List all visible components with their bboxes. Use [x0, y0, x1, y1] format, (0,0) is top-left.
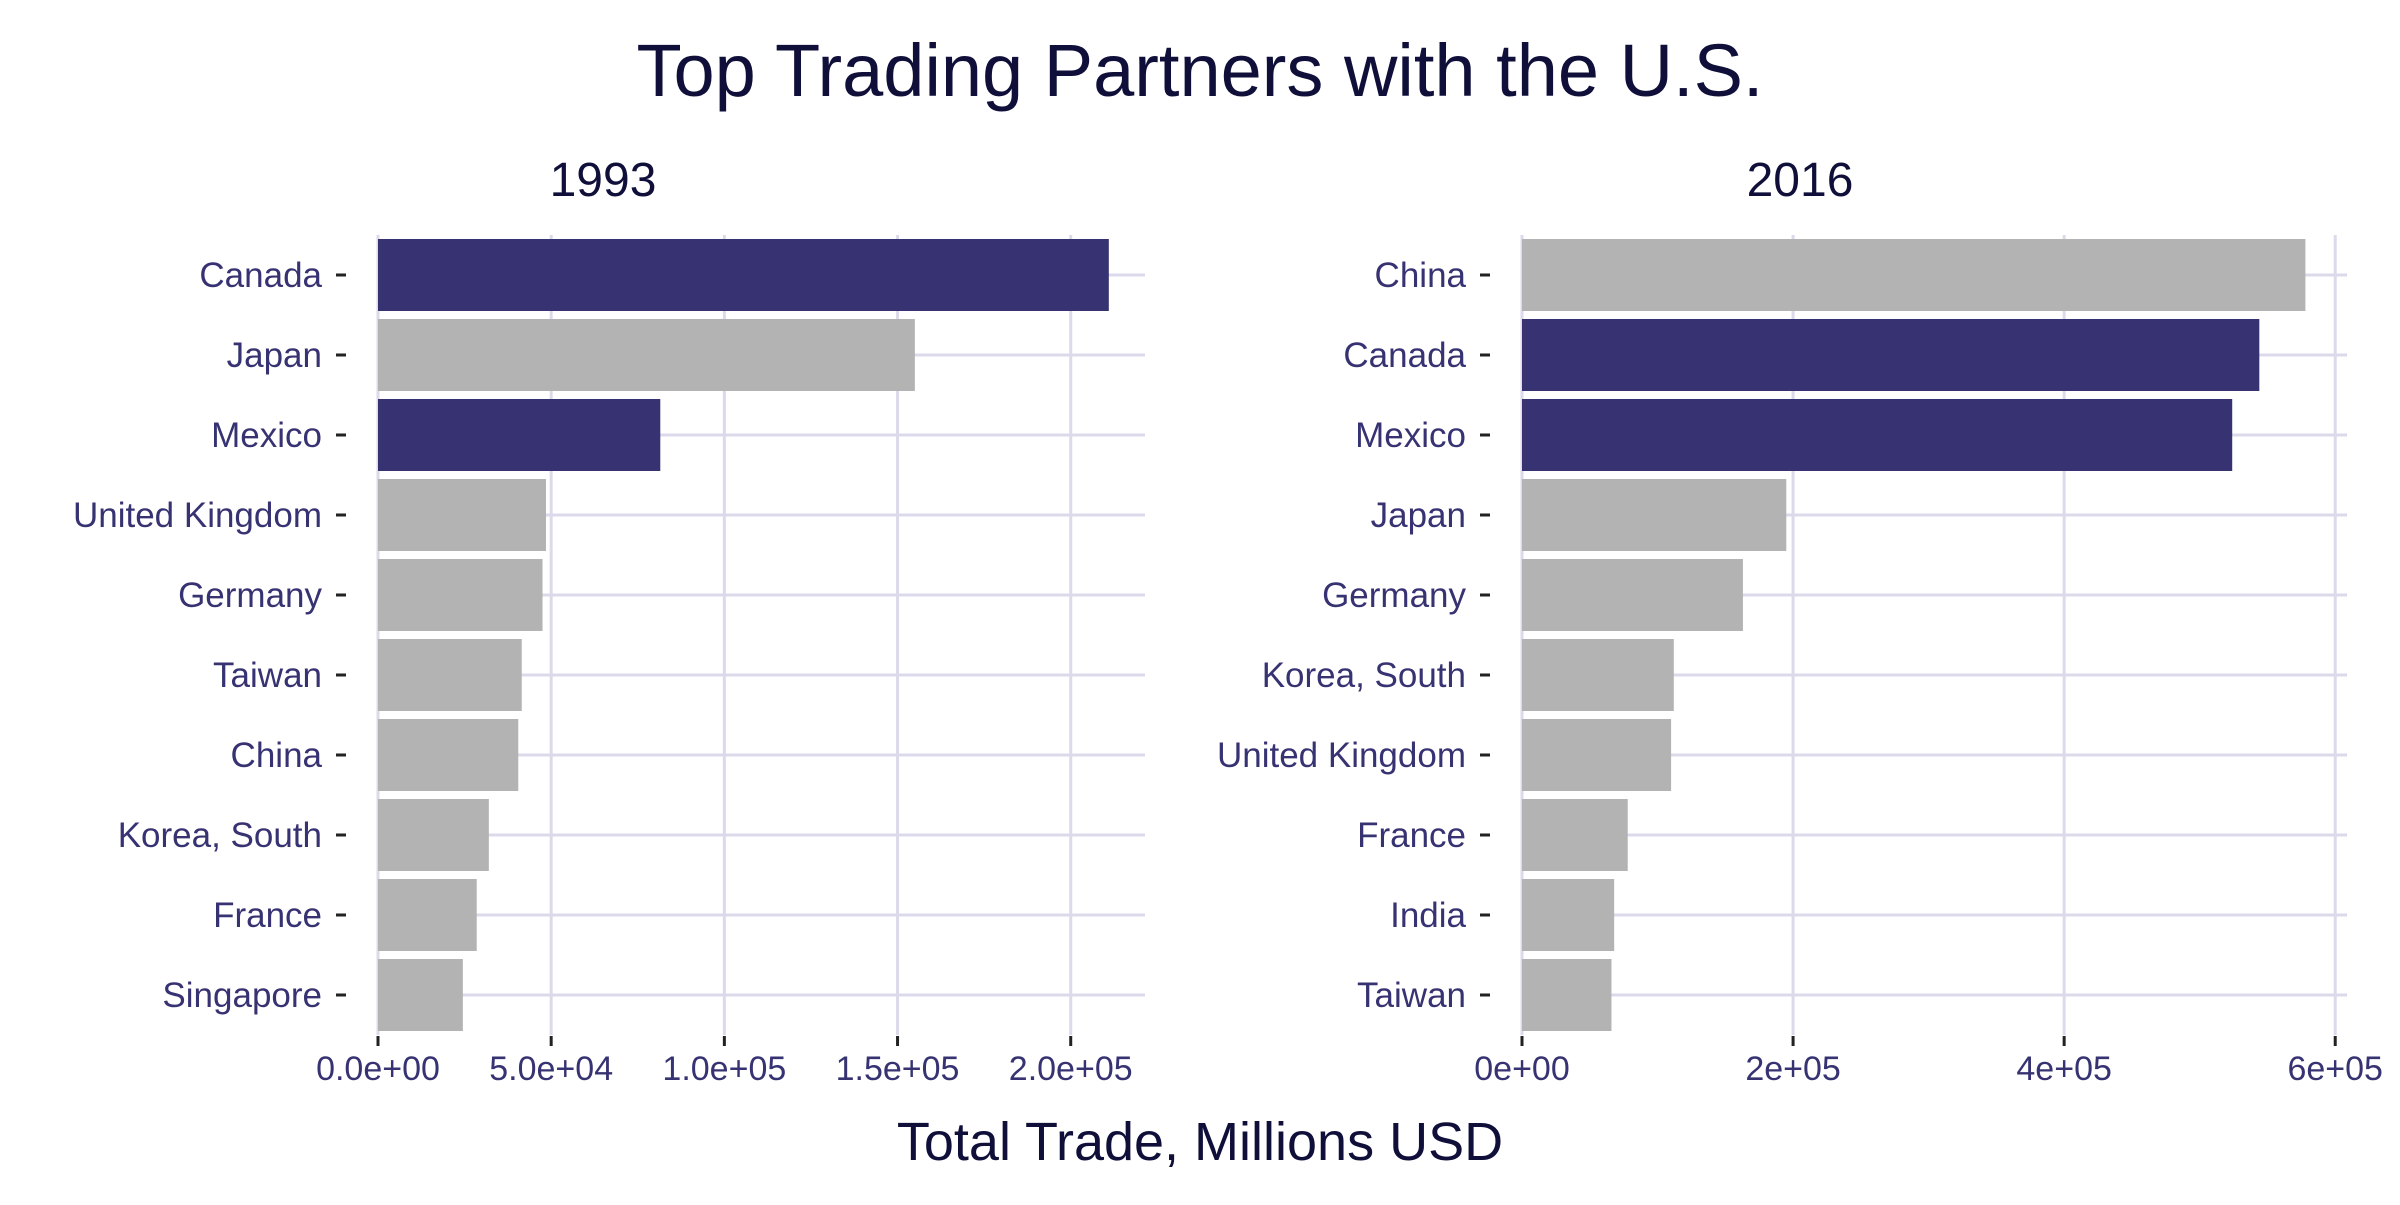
y-tick-label: Mexico	[1355, 416, 1466, 455]
bar	[1522, 879, 1615, 951]
y-tick-label: Taiwan	[213, 656, 322, 695]
y-tick-label: Canada	[1343, 336, 1466, 375]
y-tick-label: China	[231, 736, 323, 775]
y-tick-label: United Kingdom	[73, 496, 322, 535]
bar	[378, 959, 463, 1031]
y-tick-label: Korea, South	[1262, 656, 1466, 695]
x-tick-label: 1.0e+05	[662, 1050, 786, 1088]
x-tick-label: 0.0e+00	[316, 1050, 440, 1088]
bar	[378, 479, 546, 551]
bar	[1522, 799, 1628, 871]
panel-0: 1993 Canada Japan Mexico United Kingdom Germa…	[73, 154, 1145, 1088]
bar	[378, 879, 477, 951]
y-tick-label: India	[1390, 896, 1466, 935]
y-tick-label: Singapore	[162, 976, 322, 1015]
panel-title: 1993	[550, 154, 657, 207]
bar	[378, 799, 489, 871]
bar	[378, 719, 519, 791]
y-tick-label: United Kingdom	[1217, 736, 1466, 775]
x-tick-label: 0e+00	[1474, 1050, 1570, 1088]
y-tick-label: Germany	[178, 576, 322, 615]
y-tick-label: Korea, South	[118, 816, 322, 855]
y-tick-label: France	[213, 896, 322, 935]
bar	[1522, 479, 1787, 551]
x-tick-label: 1.5e+05	[836, 1050, 960, 1088]
bar	[1522, 639, 1674, 711]
x-axis-label: Total Trade, Millions USD	[897, 1112, 1503, 1172]
bar	[378, 319, 915, 391]
x-tick-label: 2.0e+05	[1009, 1050, 1133, 1088]
y-tick-label: Germany	[1322, 576, 1466, 615]
y-tick-label: Mexico	[211, 416, 322, 455]
bar	[1522, 719, 1672, 791]
y-tick-label: France	[1357, 816, 1466, 855]
y-tick-label: Japan	[1371, 496, 1466, 535]
bar	[1522, 559, 1743, 631]
x-tick-label: 5.0e+04	[489, 1050, 613, 1088]
y-tick-label: China	[1375, 256, 1467, 295]
bar	[1522, 239, 2306, 311]
bar	[378, 239, 1109, 311]
bar	[378, 559, 543, 631]
chart-title: Top Trading Partners with the U.S.	[637, 29, 1764, 112]
bar	[1522, 319, 2260, 391]
bar	[378, 639, 522, 711]
x-tick-label: 2e+05	[1745, 1050, 1841, 1088]
bar	[1522, 959, 1612, 1031]
y-tick-label: Canada	[199, 256, 322, 295]
y-tick-label: Japan	[227, 336, 322, 375]
x-tick-label: 4e+05	[2016, 1050, 2112, 1088]
y-tick-label: Taiwan	[1357, 976, 1466, 1015]
bar	[1522, 399, 2233, 471]
panel-1: 2016 China Canada Mexico Japan Germany Korea, …	[1217, 154, 2383, 1088]
bar	[378, 399, 661, 471]
x-tick-label: 6e+05	[2287, 1050, 2383, 1088]
panel-title: 2016	[1747, 154, 1854, 207]
